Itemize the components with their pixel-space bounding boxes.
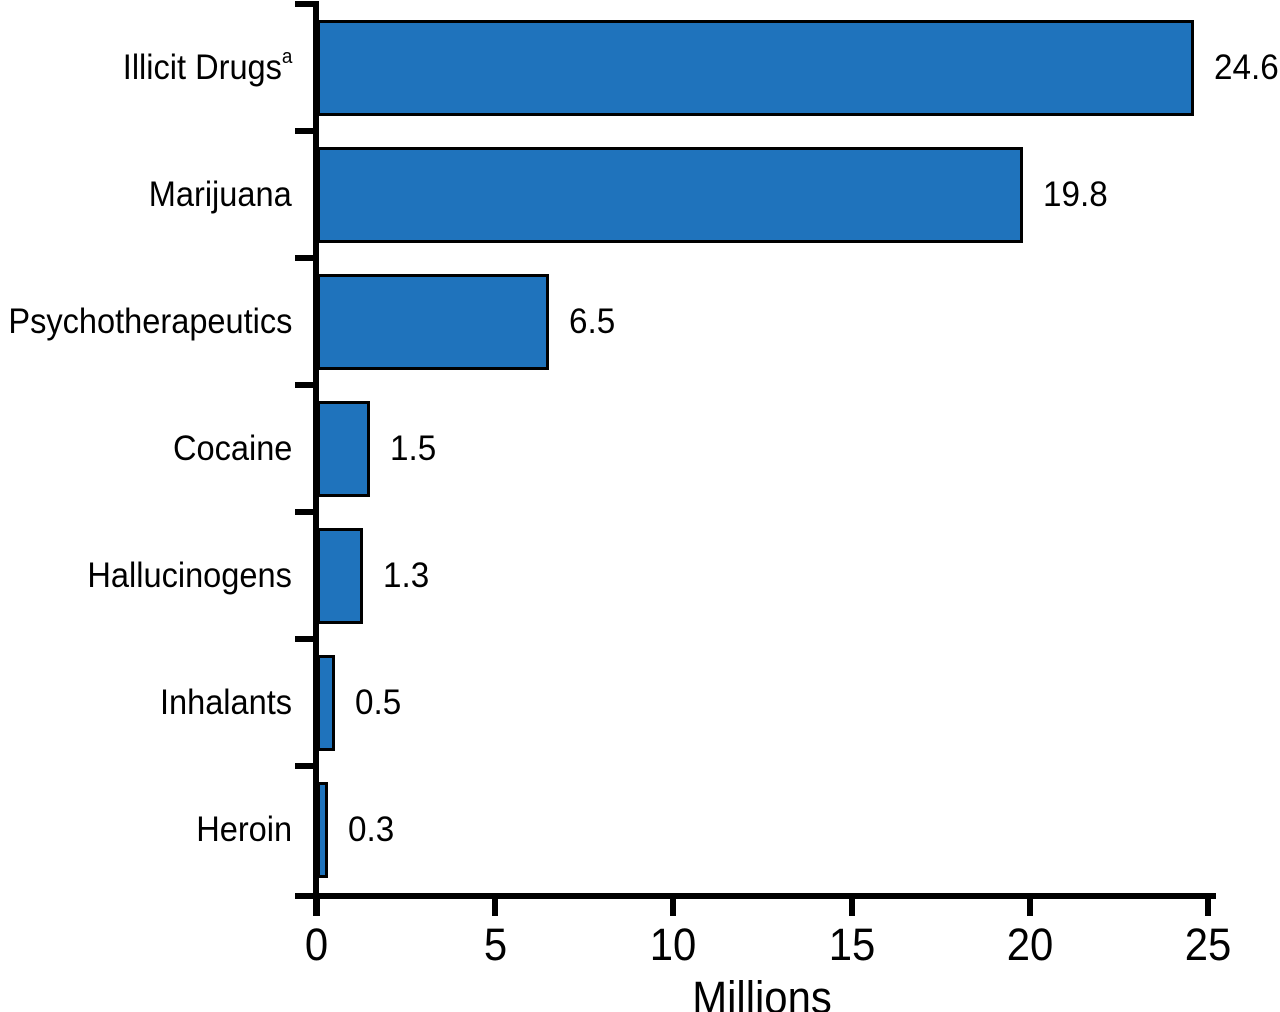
category-label-text: Marijuana [149, 175, 292, 214]
bar [317, 528, 363, 624]
x-tick-label-text: 10 [650, 919, 697, 970]
bar [317, 655, 335, 751]
category-label-text: Inhalants [159, 683, 292, 722]
x-axis-tick [1026, 899, 1033, 916]
x-axis-line [295, 893, 1216, 899]
value-label: 19.8 [1043, 131, 1193, 258]
value-label-text: 6.5 [569, 302, 616, 341]
category-label-text: Psychotherapeutics [7, 302, 292, 341]
x-axis-title: Millions [317, 975, 1208, 1012]
x-tick-label: 10 [613, 922, 733, 967]
x-tick-label-text: 5 [483, 919, 507, 970]
category-label-text: Hallucinogens [87, 556, 292, 595]
category-label: Inhalants [0, 639, 292, 766]
x-tick-label-text: 25 [1184, 919, 1232, 970]
x-tick-label: 15 [792, 922, 912, 967]
category-label: Cocaine [0, 385, 292, 512]
category-label: Psychotherapeutics [0, 258, 292, 385]
value-label-text: 1.5 [390, 429, 437, 468]
value-label: 6.5 [569, 258, 719, 385]
x-tick-label: 25 [1148, 922, 1268, 967]
value-label-text: 19.8 [1043, 175, 1108, 214]
value-label-text: 24.6 [1214, 48, 1279, 87]
value-label-text: 1.3 [383, 556, 430, 595]
x-axis-tick [314, 899, 320, 916]
y-axis-tick [295, 1, 319, 7]
y-axis-tick [295, 636, 319, 642]
category-label: Heroin [0, 766, 292, 893]
x-axis-tick [1205, 899, 1211, 916]
bar [317, 147, 1023, 243]
category-label-text: Heroin [196, 810, 292, 849]
x-axis-tick [492, 899, 499, 916]
category-label-text: Illicit Drugsa [122, 46, 292, 87]
value-label-text: 0.3 [348, 810, 395, 849]
value-label-text: 0.5 [355, 683, 402, 722]
y-axis-tick [295, 382, 319, 388]
bar [317, 401, 370, 497]
y-axis-tick [295, 509, 319, 515]
x-tick-label-text: 0 [305, 919, 329, 970]
category-superscript: a [281, 46, 292, 69]
category-label: Illicit Drugsa [0, 4, 292, 131]
x-axis-tick [848, 899, 855, 916]
value-label: 0.5 [355, 639, 505, 766]
x-axis-title-text: Millions [692, 972, 833, 1012]
y-axis-tick [295, 763, 319, 769]
category-label: Marijuana [0, 131, 292, 258]
x-tick-label: 20 [970, 922, 1090, 967]
bar [317, 782, 328, 878]
value-label: 24.6 [1214, 4, 1280, 131]
x-tick-label: 5 [435, 922, 555, 967]
y-axis-tick [295, 128, 319, 134]
x-tick-label-text: 15 [828, 919, 875, 970]
x-tick-label-text: 20 [1006, 919, 1054, 970]
bar [317, 274, 549, 370]
category-label: Hallucinogens [0, 512, 292, 639]
value-label: 1.3 [383, 512, 533, 639]
value-label: 1.5 [390, 385, 540, 512]
x-axis-tick [670, 899, 677, 916]
y-axis-line [313, 1, 319, 916]
category-label-text: Cocaine [172, 429, 292, 468]
y-axis-tick [295, 255, 319, 261]
x-tick-label: 0 [257, 922, 377, 967]
bar [317, 20, 1194, 116]
value-label: 0.3 [348, 766, 498, 893]
